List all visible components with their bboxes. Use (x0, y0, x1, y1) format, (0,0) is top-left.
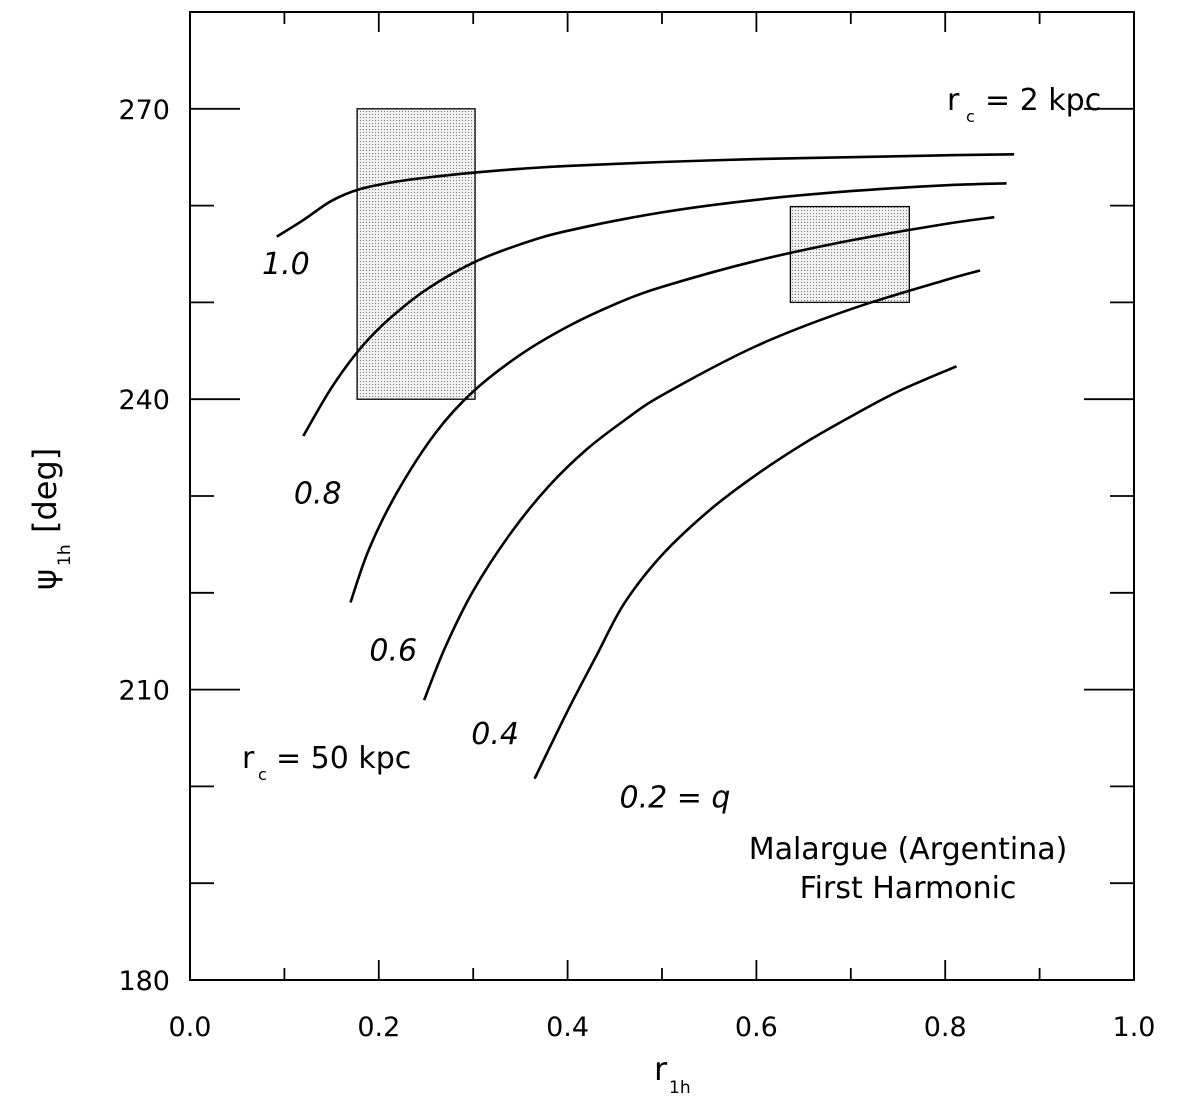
x-tick-label: 0.0 (169, 1012, 212, 1043)
series-curves (276, 153, 1015, 780)
x-tick-label: 1.0 (1113, 1012, 1156, 1043)
x-tick-label: 0.8 (924, 1012, 967, 1043)
region-box-1 (356, 108, 476, 400)
y-axis-title-main: ψ (26, 569, 64, 590)
y-tick-label: 180 (118, 966, 170, 997)
series-line-1 (276, 153, 1015, 238)
rc-bottom-main: r (242, 741, 255, 776)
x-tick-label: 0.2 (357, 1012, 400, 1043)
series-label-5: 0.2 = q (620, 781, 731, 816)
site-line-1: Malargue (Argentina) (749, 832, 1068, 867)
rc-bottom-value: = 50 kpc (276, 741, 411, 776)
highlight-regions (356, 108, 910, 400)
series-labels: 1.0 0.8 0.6 0.4 0.2 = q (262, 247, 730, 816)
x-tick-labels: 0.0 0.2 0.4 0.6 0.8 1.0 (169, 1012, 1156, 1043)
site-annotation: Malargue (Argentina) First Harmonic (749, 832, 1068, 906)
y-axis-title-sub: 1h (55, 544, 75, 566)
series-line-3 (349, 215, 995, 603)
x-axis-title-main: r (654, 1050, 668, 1088)
rc-top-main: r (947, 83, 960, 118)
series-label-3: 0.6 (369, 634, 417, 669)
series-label-2: 0.8 (294, 477, 342, 512)
y-axis-title-unit: [deg] (26, 448, 64, 533)
rc-top-sub: c (966, 107, 975, 126)
y-axis-title: ψ 1h [deg] (26, 448, 75, 590)
rc-bottom-sub: c (258, 765, 267, 784)
y-tick-label: 270 (118, 95, 170, 126)
x-tick-label: 0.4 (546, 1012, 589, 1043)
x-axis-title-sub: 1h (669, 1078, 691, 1098)
rc-50kpc-annotation: r c = 50 kpc (242, 741, 411, 784)
site-line-2: First Harmonic (800, 871, 1017, 906)
region-box-2 (789, 205, 910, 304)
rc-2kpc-annotation: r c = 2 kpc (947, 83, 1101, 126)
series-line-5 (533, 365, 958, 780)
rc-top-value: = 2 kpc (985, 83, 1101, 118)
axis-ticks (189, 11, 1135, 981)
series-line-4 (422, 269, 981, 701)
y-tick-label: 210 (118, 676, 170, 707)
series-label-1: 1.0 (262, 247, 310, 282)
x-axis-title: r 1h (654, 1050, 691, 1098)
y-tick-label: 240 (118, 385, 170, 416)
x-tick-label: 0.6 (735, 1012, 778, 1043)
series-line-2 (302, 182, 1007, 437)
y-tick-labels: 180 210 240 270 (118, 95, 170, 997)
series-label-4: 0.4 (471, 717, 519, 752)
